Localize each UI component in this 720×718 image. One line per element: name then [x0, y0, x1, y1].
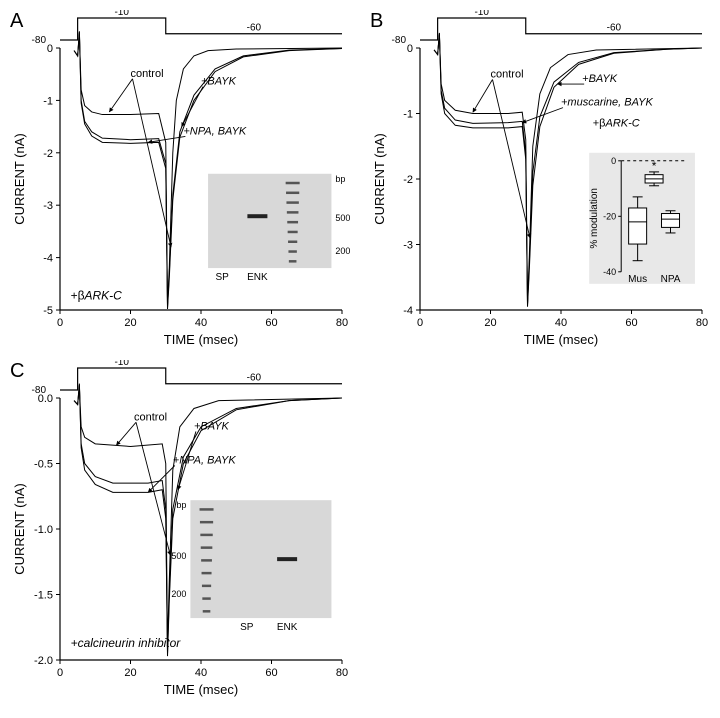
svg-text:60: 60 [265, 667, 277, 679]
svg-text:-60: -60 [607, 23, 622, 34]
svg-text:-5: -5 [43, 305, 53, 317]
svg-text:-3: -3 [43, 200, 53, 212]
panel-A: A -80-10-60-5-4-3-2-10020406080TIME (mse… [10, 10, 350, 350]
svg-text:-20: -20 [603, 211, 616, 221]
svg-text:+NPA, BAYK: +NPA, BAYK [183, 125, 247, 137]
svg-text:+BAYK: +BAYK [194, 420, 230, 432]
chart-C: -80-10-60-2.0-1.5-1.0-0.50.0020406080TIM… [10, 360, 350, 700]
svg-text:-1.0: -1.0 [34, 524, 53, 536]
svg-text:control: control [491, 68, 524, 80]
svg-text:40: 40 [195, 667, 207, 679]
svg-text:Mus: Mus [628, 274, 647, 285]
svg-text:-10: -10 [474, 10, 489, 18]
svg-text:-0.5: -0.5 [34, 459, 53, 471]
svg-text:-3: -3 [403, 240, 413, 252]
panel-C-label: C [10, 360, 24, 383]
svg-text:0: 0 [57, 317, 63, 329]
svg-text:20: 20 [124, 667, 136, 679]
svg-text:+calcineurin inhibitor: +calcineurin inhibitor [71, 636, 182, 650]
svg-text:ENK: ENK [247, 272, 268, 283]
svg-text:80: 80 [696, 317, 708, 329]
svg-text:-2.0: -2.0 [34, 655, 53, 667]
svg-text:-60: -60 [247, 373, 262, 384]
svg-text:200: 200 [335, 246, 350, 256]
svg-text:+muscarine, BAYK: +muscarine, BAYK [561, 97, 653, 109]
svg-text:-80: -80 [32, 35, 47, 46]
svg-text:40: 40 [555, 317, 567, 329]
svg-text:40: 40 [195, 317, 207, 329]
svg-text:CURRENT (nA): CURRENT (nA) [12, 133, 27, 225]
svg-text:-2: -2 [43, 148, 53, 160]
svg-text:0.0: 0.0 [38, 393, 53, 405]
svg-text:0: 0 [57, 667, 63, 679]
svg-text:+NPA, BAYK: +NPA, BAYK [173, 455, 237, 467]
figure-grid: A -80-10-60-5-4-3-2-10020406080TIME (mse… [10, 10, 710, 700]
chart-B: -80-10-60-4-3-2-10020406080TIME (msec)CU… [370, 10, 710, 350]
svg-text:-40: -40 [603, 267, 616, 277]
svg-text:bp: bp [176, 500, 186, 510]
svg-text:80: 80 [336, 317, 348, 329]
svg-text:CURRENT (nA): CURRENT (nA) [12, 483, 27, 575]
svg-text:20: 20 [124, 317, 136, 329]
svg-text:CURRENT (nA): CURRENT (nA) [372, 133, 387, 225]
svg-text:+BAYK: +BAYK [201, 76, 237, 88]
svg-text:-4: -4 [403, 305, 413, 317]
svg-text:+BAYK: +BAYK [582, 73, 618, 85]
panel-B: B -80-10-60-4-3-2-10020406080TIME (msec)… [370, 10, 710, 350]
svg-text:TIME (msec): TIME (msec) [164, 332, 238, 347]
svg-text:500: 500 [171, 551, 186, 561]
svg-text:-10: -10 [114, 10, 129, 18]
svg-text:60: 60 [625, 317, 637, 329]
svg-text:-4: -4 [43, 253, 53, 265]
svg-text:-1: -1 [43, 95, 53, 107]
svg-text:20: 20 [484, 317, 496, 329]
svg-text:TIME (msec): TIME (msec) [524, 332, 598, 347]
svg-text:+βARK-C: +βARK-C [71, 289, 123, 303]
svg-text:SP: SP [240, 622, 254, 633]
panel-B-label: B [370, 10, 383, 33]
svg-text:80: 80 [336, 667, 348, 679]
svg-text:*: * [652, 159, 657, 173]
svg-text:SP: SP [215, 272, 229, 283]
svg-text:TIME (msec): TIME (msec) [164, 682, 238, 697]
svg-text:control: control [134, 411, 167, 423]
svg-text:-1: -1 [403, 109, 413, 121]
svg-text:-60: -60 [247, 23, 262, 34]
svg-text:-1.5: -1.5 [34, 590, 53, 602]
svg-text:+βARK-C: +βARK-C [593, 118, 640, 130]
svg-text:-80: -80 [392, 35, 407, 46]
svg-text:NPA: NPA [661, 274, 681, 285]
svg-text:-10: -10 [114, 360, 129, 368]
svg-text:control: control [131, 68, 164, 80]
svg-text:60: 60 [265, 317, 277, 329]
svg-text:-2: -2 [403, 174, 413, 186]
panel-C: C -80-10-60-2.0-1.5-1.0-0.50.0020406080T… [10, 360, 350, 700]
svg-text:0: 0 [611, 156, 616, 166]
svg-text:200: 200 [171, 589, 186, 599]
svg-text:% modulation: % modulation [589, 188, 600, 249]
chart-A: -80-10-60-5-4-3-2-10020406080TIME (msec)… [10, 10, 350, 350]
svg-text:500: 500 [335, 213, 350, 223]
svg-text:0: 0 [417, 317, 423, 329]
svg-text:0: 0 [47, 43, 53, 55]
panel-A-label: A [10, 10, 23, 33]
svg-text:ENK: ENK [277, 622, 298, 633]
svg-text:0: 0 [407, 43, 413, 55]
svg-text:bp: bp [335, 174, 345, 184]
